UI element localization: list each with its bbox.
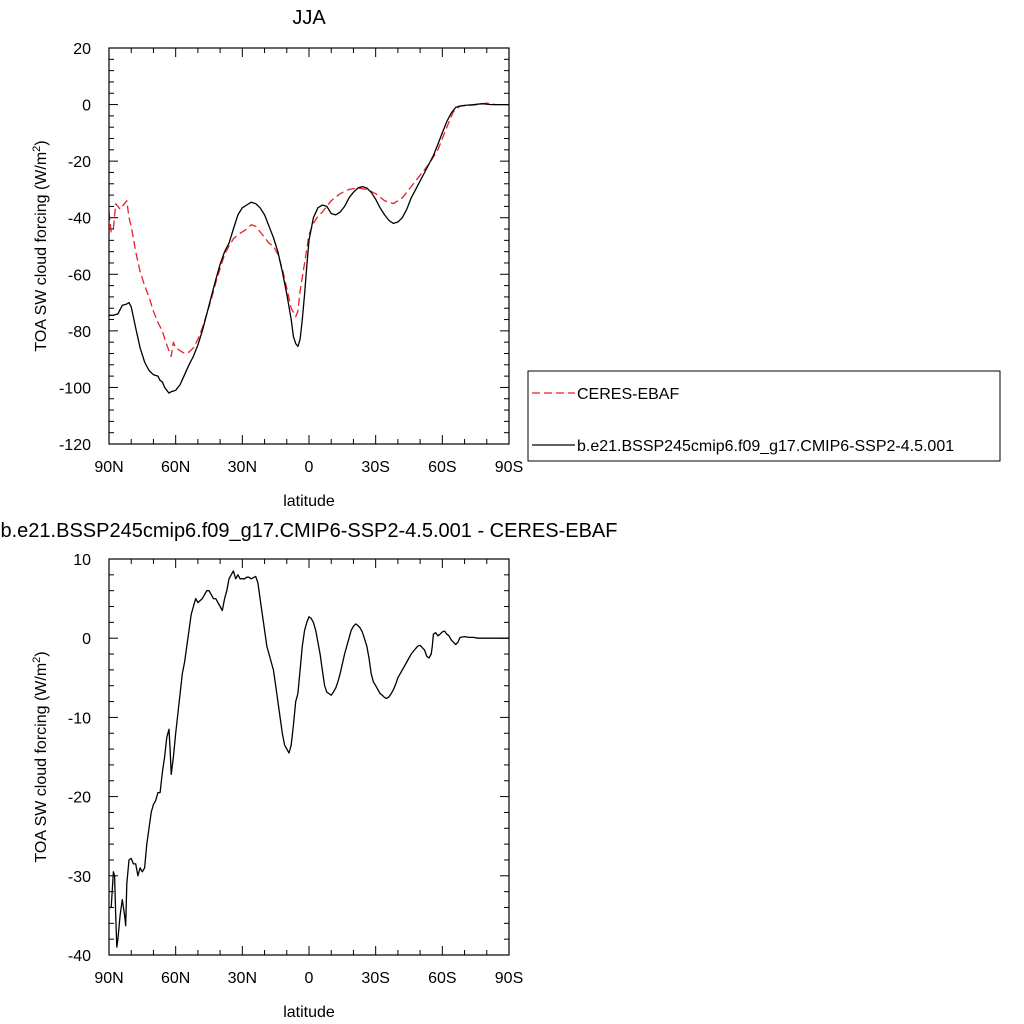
series-line-0 bbox=[109, 570, 509, 948]
y-tick-labels: 20 0 -20 -40 -60 -80 -100 -120 bbox=[59, 41, 91, 454]
chart-difference: b.e21.BSSP245cmip6.f09_g17.CMIP6-SSP2-4.… bbox=[1, 520, 618, 1021]
x-tick-label: 0 bbox=[305, 459, 314, 476]
y-tick-label: -120 bbox=[59, 437, 91, 454]
legend: CERES-EBAF b.e21.BSSP245cmip6.f09_g17.CM… bbox=[527, 370, 1001, 462]
plot-frame bbox=[108, 558, 510, 956]
chart-jja: JJA 90N 60N 30N 0 30S 60S 90S 20 0 -20 -40 -60 -80 -… bbox=[31, 7, 1001, 510]
x-tick-label: 30N bbox=[228, 459, 257, 476]
x-tick-label: 60S bbox=[428, 459, 456, 476]
y-tick-label: 0 bbox=[82, 98, 91, 115]
legend-label-model: b.e21.BSSP245cmip6.f09_g17.CMIP6-SSP2-4.… bbox=[577, 438, 954, 455]
y-tick-label: -80 bbox=[68, 324, 91, 341]
x-axis-label: latitude bbox=[283, 493, 335, 510]
x-tick-label: 90S bbox=[495, 459, 523, 476]
chart-title: b.e21.BSSP245cmip6.f09_g17.CMIP6-SSP2-4.… bbox=[1, 520, 618, 542]
y-tick-label: -100 bbox=[59, 380, 91, 397]
x-tick-label: 0 bbox=[305, 970, 314, 987]
y-tick-label: -40 bbox=[68, 211, 91, 228]
legend-box bbox=[527, 370, 1001, 462]
y-tick-label: -60 bbox=[68, 267, 91, 284]
x-tick-label: 30S bbox=[361, 970, 389, 987]
series-line-0 bbox=[108, 102, 509, 357]
series-group bbox=[109, 570, 509, 948]
x-tick-label: 90S bbox=[495, 970, 523, 987]
chart-title: JJA bbox=[292, 7, 326, 29]
y-tick-label: 0 bbox=[82, 631, 91, 648]
legend-label-ceres: CERES-EBAF bbox=[577, 386, 679, 403]
y-tick-label: 10 bbox=[73, 552, 91, 569]
x-tick-label: 60S bbox=[428, 970, 456, 987]
x-tick-labels: 90N 60N 30N 0 30S 60S 90S bbox=[94, 459, 523, 476]
x-tick-label: 60N bbox=[161, 970, 190, 987]
y-axis-label: TOA SW cloud forcing (W/m2) bbox=[31, 651, 50, 862]
y-tick-label: -40 bbox=[68, 948, 91, 965]
y-tick-labels: 10 0 -10 -20 -30 -40 bbox=[68, 552, 91, 965]
x-tick-labels: 90N 60N 30N 0 30S 60S 90S bbox=[94, 970, 523, 987]
x-tick-label: 60N bbox=[161, 459, 190, 476]
y-axis-label: TOA SW cloud forcing (W/m2) bbox=[31, 140, 50, 351]
y-tick-label: -10 bbox=[68, 710, 91, 727]
x-tick-label: 90N bbox=[94, 970, 123, 987]
x-tick-label: 90N bbox=[94, 459, 123, 476]
x-tick-label: 30N bbox=[228, 970, 257, 987]
y-tick-label: 20 bbox=[73, 41, 91, 58]
series-line-1 bbox=[109, 103, 509, 394]
x-axis-label: latitude bbox=[283, 1004, 335, 1021]
y-tick-label: -20 bbox=[68, 154, 91, 171]
x-tick-label: 30S bbox=[361, 459, 389, 476]
plot-frame bbox=[108, 47, 510, 445]
y-tick-label: -30 bbox=[68, 869, 91, 886]
series-group bbox=[108, 102, 509, 394]
y-tick-label: -20 bbox=[68, 790, 91, 807]
